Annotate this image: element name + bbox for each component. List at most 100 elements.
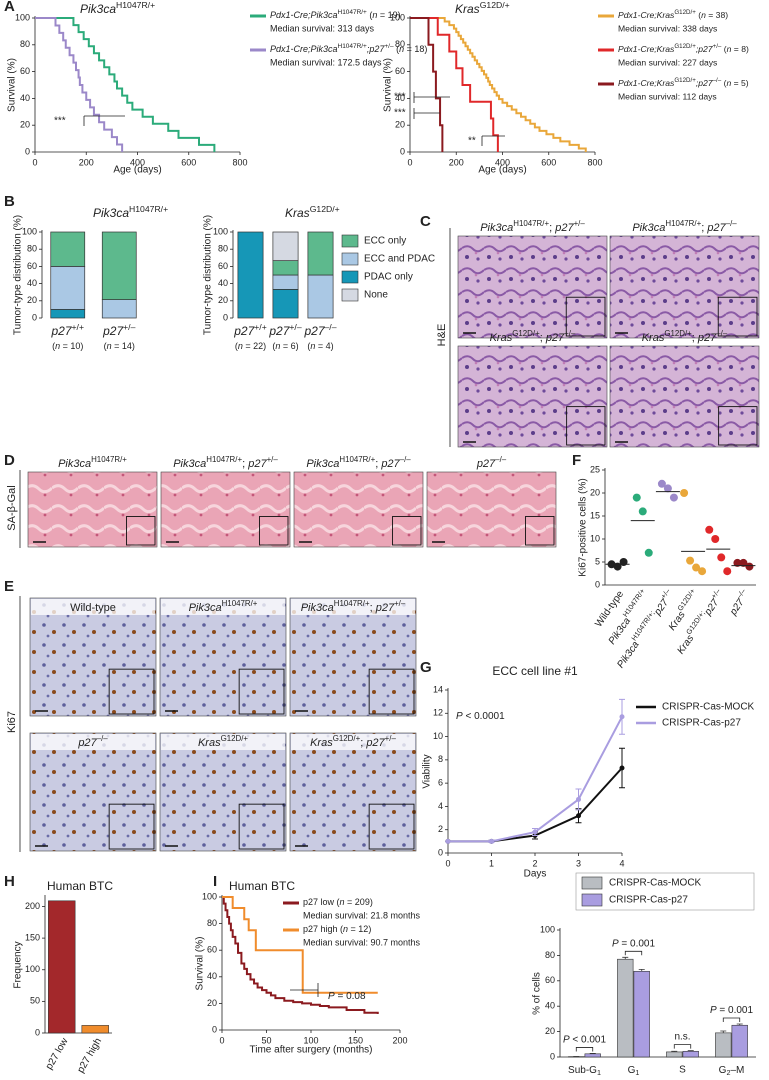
- micrograph-inset: [108, 803, 155, 850]
- tile-label: Wild-type: [70, 602, 116, 614]
- tile-label-part: –/–: [400, 455, 412, 464]
- y-axis-label: Ki67-positive cells (%): [578, 478, 589, 576]
- x-tick-label-part: p27: [233, 324, 255, 338]
- y-axis-label: Viability: [422, 754, 433, 788]
- y-axis-label: Survival (%): [7, 58, 18, 112]
- tile-label-part: Pik3ca: [301, 602, 334, 614]
- legend-swatch: [341, 270, 359, 284]
- tile-label: KrasG12D/+; p27+/–: [310, 734, 396, 749]
- tile-label-part: –/–: [97, 734, 109, 743]
- tile-label: Pik3caH1047R/+: [189, 599, 258, 614]
- legend-label-part: = 5): [731, 78, 749, 88]
- y-tick-label: 80: [20, 39, 30, 49]
- panel-letter: I: [213, 873, 217, 890]
- x-tick-label: p27–/–: [303, 322, 336, 338]
- tile-label-part: Kras: [490, 332, 513, 344]
- annotation-part: < 0.001: [570, 1034, 607, 1045]
- annotation: P = 0.08: [328, 991, 366, 1002]
- legend-label-part: +/–: [713, 43, 722, 50]
- annotation: ***: [54, 116, 66, 127]
- x-tick-sublabel: (n = 10): [52, 341, 83, 351]
- bar-segment: [272, 231, 299, 261]
- annotation-part: < 0.0001: [463, 711, 505, 722]
- micrograph-inset: [525, 516, 555, 546]
- tile-label-part: H1047R/+: [222, 599, 258, 608]
- legend-label-part: n: [340, 897, 345, 907]
- micrograph-inset: [259, 516, 289, 546]
- legend-median: Median survival: 313 days: [270, 23, 375, 33]
- legend-label-part: Pdx1-Cre;Kras: [618, 78, 675, 88]
- x-tick-label-part: Pik3ca: [606, 615, 632, 646]
- y-tick-label: 0: [400, 146, 405, 156]
- x-tick-label-part: +/–: [289, 322, 301, 332]
- y-tick-label: 60: [207, 945, 217, 955]
- x-tick-label: p27+/–: [268, 322, 301, 338]
- data-point: [576, 796, 581, 802]
- y-tick-label: 20: [20, 120, 30, 130]
- x-tick-label: 100: [303, 1035, 318, 1045]
- annotation: P = 0.001: [612, 938, 656, 949]
- x-tick-label: 200: [449, 157, 464, 167]
- data-point: [739, 558, 748, 567]
- y-tick-label: 100: [390, 12, 405, 22]
- significance-bracket: [575, 1047, 594, 1052]
- legend-label-part: –/–: [713, 77, 722, 84]
- bar: [715, 1032, 732, 1058]
- km-bracket: [290, 983, 319, 997]
- data-point: [632, 493, 641, 502]
- bar: [731, 1024, 748, 1058]
- tile-label-part: ;: [370, 602, 376, 614]
- bar: [48, 900, 76, 1034]
- data-point: [657, 479, 666, 488]
- y-tick-label: 100: [202, 891, 217, 901]
- data-point: [619, 765, 625, 771]
- side-label: SA-β-Gal: [6, 485, 18, 530]
- tile-label-part: Pik3ca: [58, 458, 91, 470]
- x-tick-sublabel-part: n: [238, 341, 243, 351]
- annotation: ***: [394, 92, 406, 103]
- y-tick-label: 15: [590, 510, 600, 520]
- x-tick-label-part: p27: [268, 324, 290, 338]
- chart-title: KrasG12D/+: [455, 0, 510, 16]
- legend-label-part: G12D/+: [674, 77, 696, 84]
- error-bar: [736, 1023, 743, 1026]
- x-tick-label: 150: [348, 1035, 363, 1045]
- tile-label-part: +/–: [564, 329, 576, 338]
- y-tick-label: 80: [27, 244, 37, 254]
- x-tick-label-part: Kras: [675, 633, 696, 656]
- y-tick-label: 0: [212, 1024, 217, 1034]
- survival-curve: [35, 17, 124, 152]
- x-tick-label: S: [679, 1065, 686, 1076]
- y-tick-label: 60: [545, 975, 555, 985]
- x-tick-label-part: +/–: [123, 322, 135, 332]
- data-point: [445, 838, 451, 844]
- survival-curve: [35, 17, 216, 152]
- legend-label: CRISPR-Cas-MOCK: [662, 702, 755, 713]
- significance-bracket: [624, 950, 643, 956]
- x-tick-label-part: –/–: [325, 322, 337, 332]
- legend-box: [575, 872, 755, 911]
- x-tick-sublabel: (n = 22): [235, 341, 266, 351]
- survival-curve: [222, 896, 379, 1015]
- survival-curve: [410, 17, 444, 152]
- x-tick-label: 400: [495, 157, 510, 167]
- x-tick-label: 0: [32, 157, 37, 167]
- x-tick-label: G1: [628, 1065, 640, 1077]
- annotation-part: P: [710, 1005, 717, 1016]
- legend-label-part: (: [367, 10, 373, 20]
- tile-label-part: p27: [365, 737, 385, 749]
- panel-letter: C: [420, 213, 431, 230]
- error-bar: [638, 968, 645, 972]
- legend-median: Median survival: 112 days: [618, 91, 717, 101]
- y-tick-label: 20: [395, 120, 405, 130]
- legend-label-part: n: [372, 10, 377, 20]
- x-tick-label-part: 2: [726, 1068, 730, 1077]
- x-tick-label: p27+/+: [50, 322, 84, 338]
- x-tick-label: 2: [532, 858, 537, 868]
- x-tick-label: p27 low: [44, 1036, 71, 1072]
- y-tick-label: 0: [595, 579, 600, 589]
- y-axis-label: Tumor-type distribution (%): [203, 215, 214, 335]
- y-tick-label: 20: [218, 295, 228, 305]
- legend-label-part: = 12): [348, 924, 371, 934]
- chart-title-part: Kras: [285, 206, 310, 220]
